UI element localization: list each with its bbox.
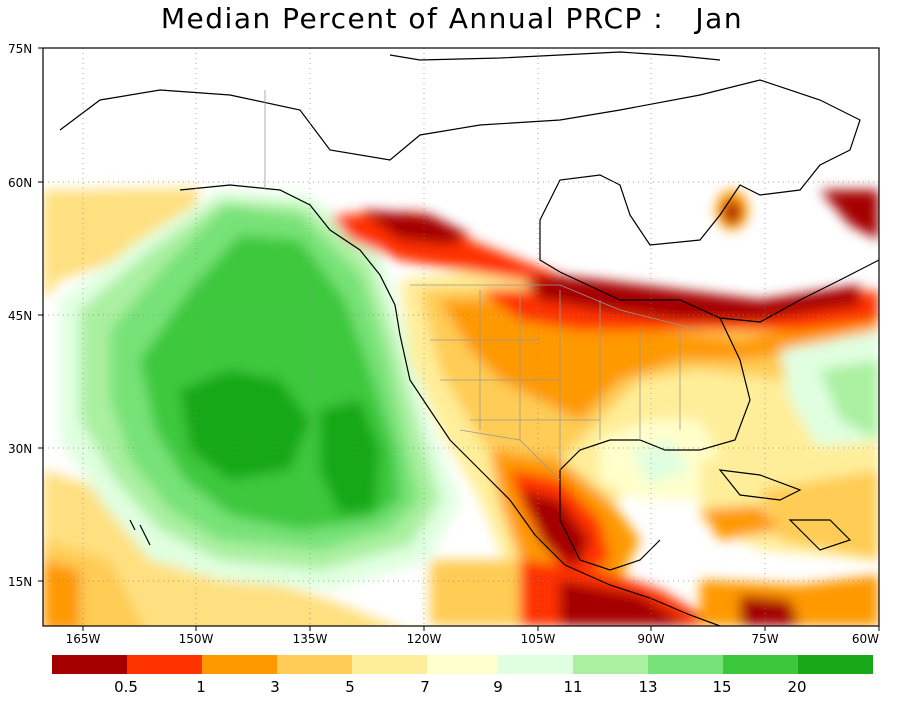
lon-label-135w: 135W (293, 632, 328, 646)
colorbar-high-label: 20 (787, 678, 806, 696)
colorbar-high: 9 11 13 15 20 (493, 655, 873, 696)
map-frame (42, 47, 880, 627)
colorbar-low-label: 5 (345, 678, 355, 696)
coastlines (59, 51, 879, 626)
lon-label-90w: 90W (637, 632, 664, 646)
colorbar-high-label: 9 (493, 678, 503, 696)
colorbar-high-swatch (648, 655, 723, 674)
colorbar-high-label: 15 (712, 678, 731, 696)
colorbar-low-label: 0.5 (114, 678, 138, 696)
colorbar-high-swatch (573, 655, 648, 674)
precip-field (43, 188, 879, 626)
lon-label-60w: 60W (852, 632, 879, 646)
colorbar-high-swatch (723, 655, 798, 674)
colorbar-low-label: 7 (420, 678, 430, 696)
political-borders (264, 90, 701, 481)
lat-label-30n: 30N (8, 442, 32, 456)
lon-label-120w: 120W (407, 632, 442, 646)
colorbar-low: 0.5 1 3 5 7 (52, 655, 500, 696)
colorbar-high-swatch (798, 655, 873, 674)
colorbar-high-swatch (498, 655, 573, 674)
lat-label-75n: 75N (8, 42, 32, 56)
map-title: Median Percent of Annual PRCP : Jan (160, 2, 744, 35)
colorbar-low-swatch (277, 655, 352, 674)
colorbar-low-label: 1 (196, 678, 206, 696)
colorbar-low-swatch (127, 655, 202, 674)
colorbar-low-swatch (352, 655, 427, 674)
colorbar-low-swatch (52, 655, 127, 674)
lat-label-45n: 45N (8, 309, 32, 323)
colorbar-high-label: 13 (638, 678, 657, 696)
colorbar-low-swatch (427, 655, 500, 674)
lon-label-75w: 75W (751, 632, 778, 646)
lat-label-15n: 15N (8, 575, 32, 589)
lon-label-150w: 150W (179, 632, 214, 646)
lat-label-60n: 60N (8, 176, 32, 190)
colorbar-high-label: 11 (563, 678, 582, 696)
map-plot-area (43, 48, 879, 626)
tick-marks (38, 47, 880, 631)
lon-label-105w: 105W (521, 632, 556, 646)
colorbar-low-swatch (202, 655, 277, 674)
colorbar-low-label: 3 (270, 678, 280, 696)
lon-label-165w: 165W (66, 632, 101, 646)
